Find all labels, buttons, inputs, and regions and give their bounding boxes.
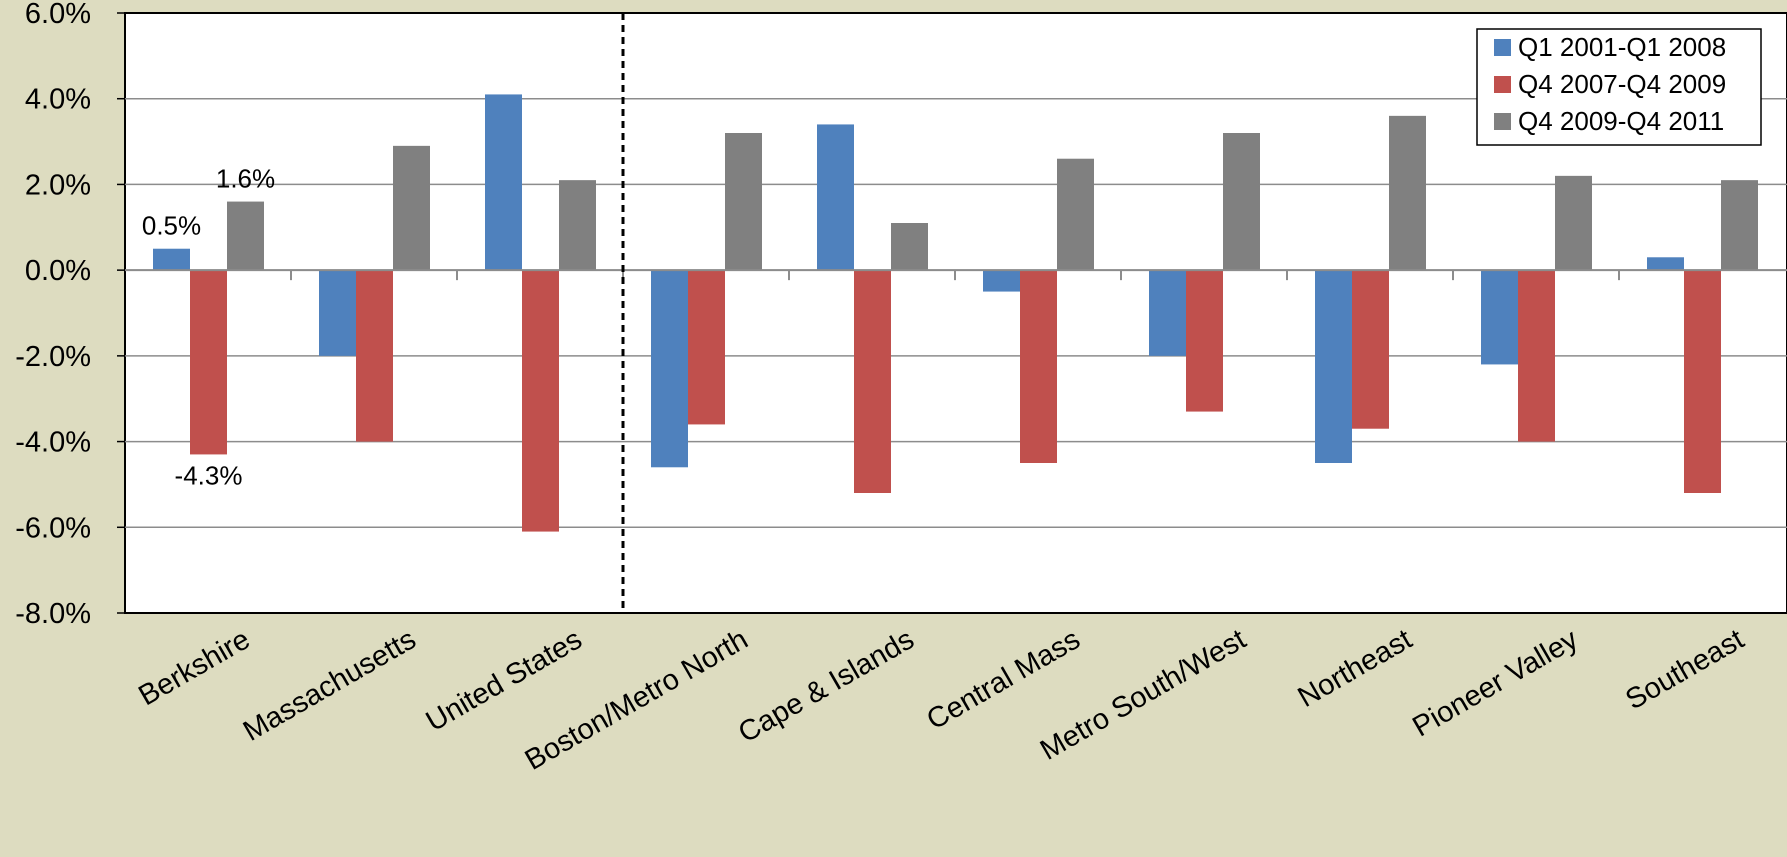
bar: [485, 94, 522, 271]
bar: [1352, 270, 1389, 429]
bar: [1684, 270, 1721, 493]
data-labels: 0.5% -4.3% 1.6%: [142, 164, 275, 491]
bar: [1555, 175, 1592, 271]
bar: [854, 270, 891, 493]
x-category-label: Northeast: [1293, 623, 1418, 714]
y-tick-label: -6.0%: [15, 512, 91, 544]
bar: [891, 223, 928, 271]
bar: [1481, 270, 1518, 365]
y-tick-label: 4.0%: [25, 84, 91, 116]
bar: [983, 270, 1020, 292]
bar: [651, 270, 688, 468]
bar: [393, 145, 430, 271]
bar: [688, 270, 725, 425]
bar: [319, 270, 356, 356]
legend-label: Q1 2001-Q1 2008: [1518, 32, 1726, 62]
bar: [1057, 158, 1094, 271]
bar: [1389, 115, 1426, 271]
x-category-label: United States: [421, 623, 588, 738]
y-tick-label: -8.0%: [15, 598, 91, 630]
x-category-label: Massachusetts: [238, 623, 422, 747]
bar: [1315, 270, 1352, 463]
bar: [1149, 270, 1186, 356]
x-category-label: Berkshire: [133, 623, 255, 712]
legend-label: Q4 2009-Q4 2011: [1518, 106, 1724, 136]
axes: [117, 12, 1787, 614]
bar: [1223, 133, 1260, 271]
data-label: -4.3%: [175, 460, 243, 490]
y-tick-label: -2.0%: [15, 341, 91, 373]
data-label: 1.6%: [216, 164, 275, 194]
legend-swatch: [1494, 113, 1511, 130]
bar: [559, 180, 596, 271]
y-tick-label: 6.0%: [25, 0, 91, 30]
bar: [153, 248, 190, 271]
bar: [1020, 270, 1057, 463]
x-category-label: Central Mass: [922, 623, 1086, 736]
y-axis-tick-labels: 6.0% 4.0% 2.0% 0.0% -2.0% -4.0% -6.0% -8.0%: [15, 0, 91, 630]
bar: [1721, 180, 1758, 271]
legend-swatch: [1494, 39, 1511, 56]
x-category-label: Cape & Islands: [733, 623, 919, 749]
legend-swatch: [1494, 76, 1511, 93]
x-category-label: Southeast: [1620, 623, 1749, 716]
legend: Q1 2001-Q1 2008 Q4 2007-Q4 2009 Q4 2009-Q4…: [1476, 28, 1762, 146]
bar: [227, 201, 264, 271]
bar: [522, 270, 559, 532]
data-label: 0.5%: [142, 211, 201, 241]
legend-box: [1476, 28, 1762, 146]
x-category-label: Pioneer Valley: [1407, 623, 1584, 743]
y-tick-label: -4.0%: [15, 427, 91, 459]
legend-label: Q4 2007-Q4 2009: [1518, 69, 1726, 99]
bar: [1186, 270, 1223, 412]
y-tick-label: 0.0%: [25, 255, 91, 287]
bars: [153, 94, 1758, 532]
bar: [817, 124, 854, 271]
bar: [1518, 270, 1555, 442]
y-tick-label: 2.0%: [25, 169, 91, 201]
bar: [725, 133, 762, 271]
bar: [1647, 257, 1684, 271]
bar: [190, 270, 227, 455]
bar: [356, 270, 393, 442]
